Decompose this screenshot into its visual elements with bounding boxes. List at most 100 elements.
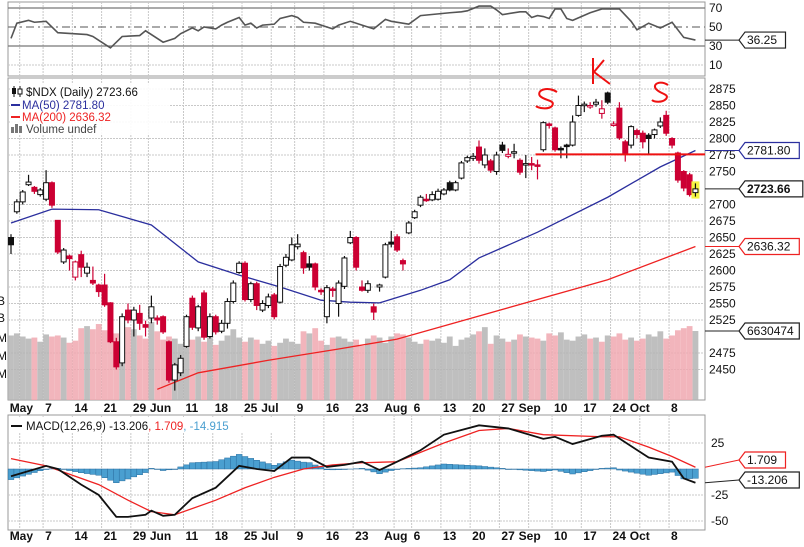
date-label: Oct: [630, 529, 650, 543]
candle-body: [557, 147, 564, 151]
volume-bar: [31, 337, 38, 400]
candle-body: [341, 257, 348, 287]
date-label: 23: [355, 401, 369, 415]
candle: [282, 254, 289, 268]
candle-body: [575, 105, 582, 116]
candle-body: [440, 189, 447, 195]
candle-body: [353, 237, 360, 268]
ma50-line: [10, 149, 696, 304]
volume-bar: [388, 336, 395, 400]
volume-bar: [522, 336, 529, 400]
volume-bar: [230, 329, 237, 400]
volume-axis-label: M: [0, 331, 7, 345]
candle: [171, 362, 178, 391]
date-label: Sep: [519, 401, 541, 415]
candle: [458, 160, 465, 180]
volume-bar: [435, 338, 441, 400]
candle-body: [364, 283, 371, 291]
date-label: 21: [104, 529, 118, 543]
candle: [686, 172, 693, 197]
candle: [230, 280, 237, 304]
macd-histogram-bar: [692, 468, 699, 479]
macd-histogram-bar: [200, 461, 208, 470]
candle-body: [125, 309, 131, 321]
volume-bar: [8, 335, 14, 400]
macd-histogram-bar: [487, 466, 494, 470]
candle: [622, 139, 629, 162]
volume-bar: [318, 340, 324, 400]
macd-histogram-bar: [382, 468, 389, 473]
ma200-value-tag: 2636.32: [747, 240, 791, 254]
signal-value-tag-box: [738, 451, 787, 469]
macd-histogram-bar: [481, 466, 489, 470]
candle-body: [511, 151, 518, 154]
candle-body: [639, 132, 646, 143]
candle: [201, 290, 208, 340]
candle-body: [359, 286, 365, 291]
date-label: 13: [443, 529, 457, 543]
volume-bar: [201, 341, 207, 400]
volume-bar: [675, 330, 681, 400]
volume-bar: [540, 340, 547, 400]
candle-body: [394, 236, 401, 251]
volume-bar: [154, 331, 161, 400]
candle-body: [628, 126, 635, 146]
candle: [8, 234, 14, 254]
candle-body: [271, 294, 278, 318]
macd-legend-value: , 1.709: [148, 421, 183, 433]
macd-histogram-bar: [294, 460, 301, 470]
candle-body: [25, 181, 32, 186]
date-label: 6: [414, 529, 421, 543]
candle: [359, 280, 365, 292]
candle-body: [423, 198, 430, 202]
volume-bar: [19, 336, 26, 400]
legend-background: [10, 83, 170, 135]
volume-bar: [376, 337, 383, 400]
candle-body: [645, 134, 652, 139]
price-axis-label: 2575: [709, 280, 736, 294]
macd-histogram-bar: [224, 457, 231, 470]
candle-body: [253, 283, 260, 306]
macd-histogram-bar: [95, 468, 102, 476]
head-k-annotation: [592, 58, 611, 85]
date-label: 7: [45, 529, 52, 543]
candle-body: [680, 171, 687, 189]
volume-bar: [218, 340, 225, 400]
macd-value-tag: -13.206: [747, 473, 788, 487]
candle-body: [347, 237, 354, 244]
macd-histogram-bar: [358, 468, 366, 470]
signal-value-tag: 1.709: [747, 453, 777, 467]
candle-body: [78, 254, 85, 268]
volume-bar: [253, 339, 260, 400]
macd-histogram-bar: [622, 468, 629, 472]
candle: [265, 293, 272, 309]
volume-bar: [563, 339, 570, 400]
macd-histogram-bar: [516, 468, 524, 471]
macd-histogram-bar: [434, 464, 442, 470]
volume-bar: [499, 338, 506, 400]
candle: [680, 170, 687, 192]
price-axis-label: 2650: [709, 231, 736, 245]
candle: [628, 125, 635, 149]
candle: [189, 295, 196, 330]
candle: [130, 306, 137, 337]
candle: [493, 151, 500, 175]
candle-body: [130, 309, 137, 321]
candle: [253, 281, 260, 311]
volume-bar: [651, 336, 658, 400]
candle-body: [19, 191, 26, 203]
candle: [54, 219, 61, 254]
candle: [417, 195, 424, 208]
candle: [593, 98, 599, 107]
volume-bar: [581, 334, 588, 400]
candle: [236, 261, 243, 274]
macd-histogram-bar: [206, 461, 214, 470]
volume-bar: [598, 341, 605, 400]
date-label: 16: [326, 529, 340, 543]
volume-bar: [119, 335, 126, 400]
candle-legend-body: [12, 88, 16, 94]
candle-body: [382, 244, 389, 278]
candle: [84, 262, 91, 278]
macd-histogram-bar: [253, 460, 260, 470]
